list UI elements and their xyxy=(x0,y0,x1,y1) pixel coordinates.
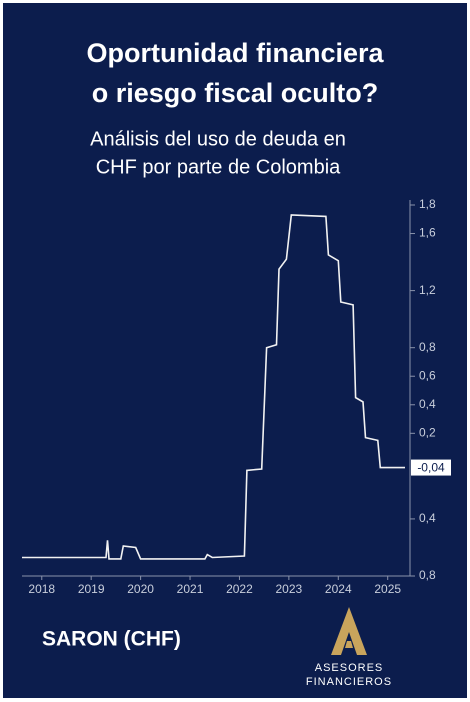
y-tick-label: 0,8 xyxy=(419,340,436,354)
chart-subtitle: CHF por parte de Colombia xyxy=(96,156,341,178)
chart-subtitle: Análisis del uso de deuda en xyxy=(90,128,346,150)
y-tick-label: 0,6 xyxy=(419,368,436,382)
y-tick-label: 1,8 xyxy=(419,197,436,211)
y-tick-label: 1,2 xyxy=(419,283,436,297)
chart-title: o riesgo fiscal oculto? xyxy=(92,78,379,108)
y-tick-label: 0,8 xyxy=(419,568,436,582)
chart-title: Oportunidad financiera xyxy=(86,38,384,68)
x-tick-label: 2019 xyxy=(78,582,105,596)
x-tick-label: 2020 xyxy=(127,582,154,596)
line-series xyxy=(22,214,405,560)
last-value-box xyxy=(411,459,451,476)
y-tick-label: 0,4 xyxy=(419,397,436,411)
last-value-label: -0,04 xyxy=(417,461,445,475)
footer-label: SARON (CHF) xyxy=(42,628,181,651)
x-tick-label: 2024 xyxy=(325,582,352,596)
y-tick-label: 0,2 xyxy=(419,425,436,439)
y-tick-label: 0,4 xyxy=(419,511,436,525)
x-tick-label: 2023 xyxy=(276,582,303,596)
y-tick-label: 1,6 xyxy=(419,226,436,240)
brand-text: ASESORES xyxy=(315,662,384,674)
background xyxy=(3,3,467,698)
x-tick-label: 2021 xyxy=(177,582,204,596)
x-tick-label: 2018 xyxy=(28,582,55,596)
brand-text: FINANCIEROS xyxy=(306,676,392,688)
x-tick-label: 2025 xyxy=(374,582,401,596)
x-tick-label: 2022 xyxy=(226,582,253,596)
logo xyxy=(331,607,367,655)
